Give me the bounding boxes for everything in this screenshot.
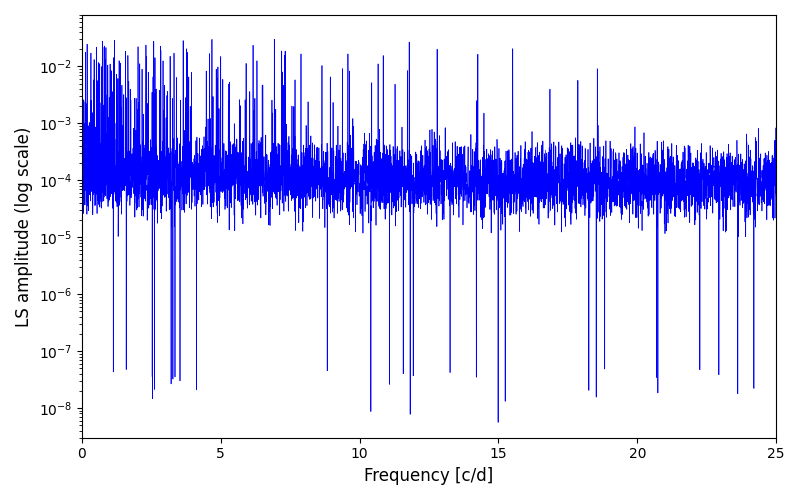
X-axis label: Frequency [c/d]: Frequency [c/d] — [364, 467, 494, 485]
Y-axis label: LS amplitude (log scale): LS amplitude (log scale) — [15, 126, 33, 326]
